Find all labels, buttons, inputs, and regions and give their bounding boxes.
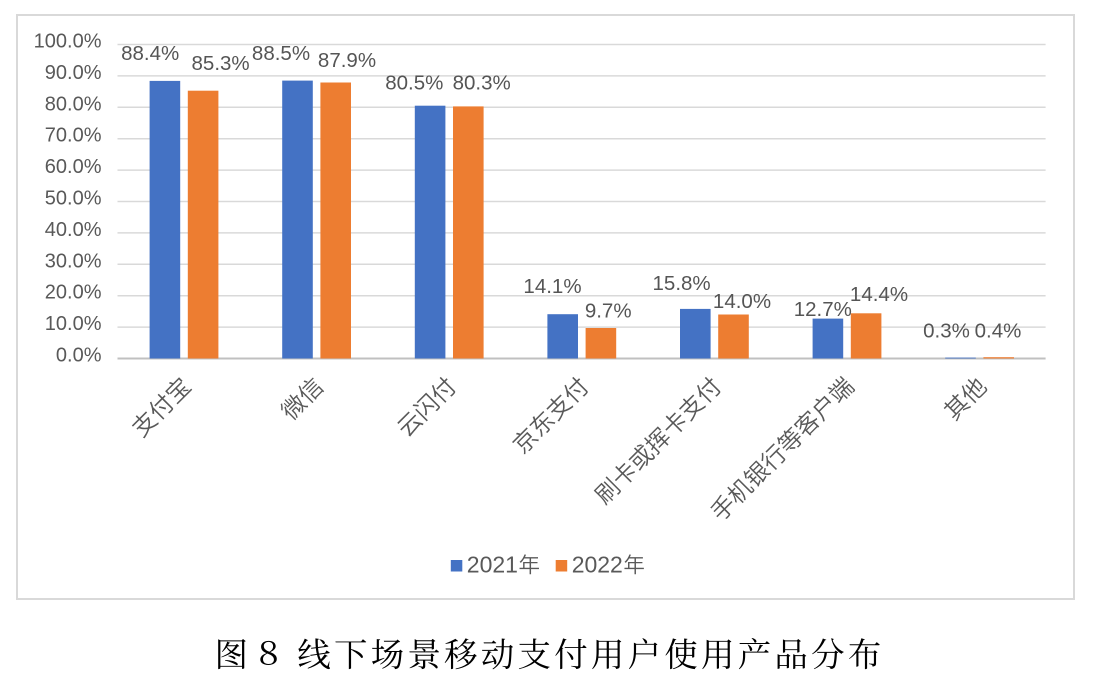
svg-text:10.0%: 10.0% [45,313,102,335]
svg-text:0.3%: 0.3% [923,320,970,343]
svg-text:12.7%: 12.7% [794,298,852,321]
svg-text:50.0%: 50.0% [45,188,102,210]
svg-text:0.4%: 0.4% [975,320,1022,343]
svg-text:80.5%: 80.5% [385,72,443,95]
svg-text:80.0%: 80.0% [45,93,102,115]
svg-text:70.0%: 70.0% [45,125,102,147]
svg-text:2021: 2021 [467,552,518,578]
svg-text:100.0%: 100.0% [34,31,102,53]
svg-text:88.4%: 88.4% [121,42,179,65]
svg-text:80.3%: 80.3% [453,72,511,95]
svg-text:60.0%: 60.0% [45,156,102,178]
svg-text:40.0%: 40.0% [45,219,102,241]
svg-text:14.1%: 14.1% [523,275,581,298]
svg-text:30.0%: 30.0% [45,250,102,272]
svg-text:14.4%: 14.4% [850,283,908,306]
svg-text:9.7%: 9.7% [585,300,632,323]
svg-text:14.0%: 14.0% [713,290,771,313]
svg-text:20.0%: 20.0% [45,282,102,304]
svg-text:88.5%: 88.5% [252,42,310,65]
svg-text:87.9%: 87.9% [318,49,376,72]
svg-text:2022: 2022 [572,552,623,578]
svg-text:0.0%: 0.0% [56,345,102,367]
svg-text:90.0%: 90.0% [45,62,102,84]
svg-text:85.3%: 85.3% [192,52,250,75]
svg-text:15.8%: 15.8% [653,272,711,295]
